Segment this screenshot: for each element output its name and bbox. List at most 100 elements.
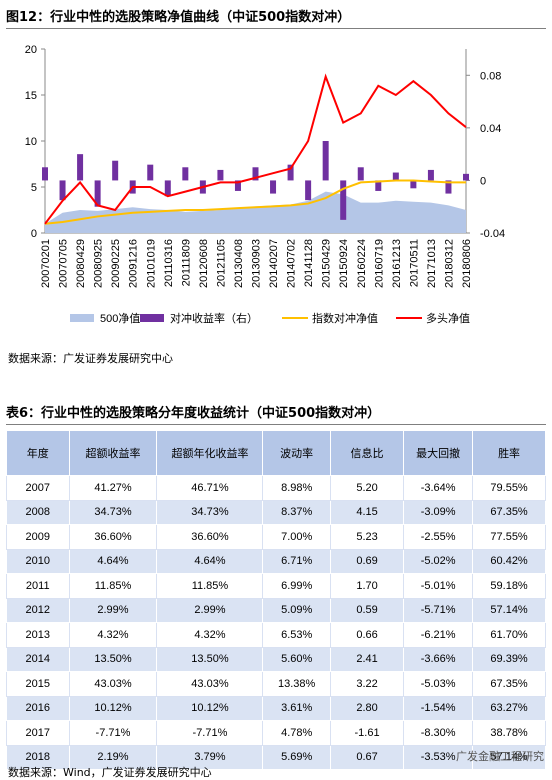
table-cell: 2.80 [329, 695, 405, 721]
line [44, 179, 466, 225]
table-cell: 2017 [6, 720, 70, 746]
bar [252, 167, 259, 181]
bar [463, 173, 469, 181]
table-cell: 46.71% [156, 475, 264, 501]
bar [234, 180, 241, 191]
y2-tick-label: 0.04 [480, 123, 501, 135]
y-tick-label: 10 [25, 136, 37, 148]
table-cell: 11.85% [156, 573, 264, 599]
table-cell: -1.61 [329, 720, 405, 746]
y-tick-label: 0 [31, 228, 37, 240]
x-tick-label: 20160224 [356, 239, 368, 288]
table-cell: 67.35% [472, 671, 546, 697]
bar [217, 169, 224, 181]
x-tick-label: 20070705 [58, 239, 70, 288]
table-cell: 5.20 [329, 475, 405, 501]
bar [42, 167, 48, 181]
table-title: 表6：行业中性的选股策略分年度收益统计（中证500指数对冲） [6, 402, 546, 425]
y2-tick-label: 0 [480, 175, 486, 187]
x-tick-label: 20080429 [75, 239, 87, 288]
table-row: 2016 10.12% 10.12% 3.61% 2.80 -1.54% 63.27% [6, 695, 546, 721]
header-row: 年度 超额收益率 超额年化收益率 波动率 信息比 最大回撤 胜率 [6, 430, 546, 476]
table-cell: 2011 [6, 573, 70, 599]
table-cell: -8.30% [403, 720, 474, 746]
bar [340, 180, 347, 220]
table-cell: 6.99% [262, 573, 331, 599]
x-tick-label: 20180312 [443, 239, 455, 288]
table-cell: 2012 [6, 597, 70, 623]
table-cell: -3.09% [403, 499, 474, 525]
bar [77, 154, 84, 181]
table-row: 2012 2.99% 2.99% 5.09% 0.59 -5.71% 57.14% [6, 597, 546, 623]
table-cell: 2.99% [156, 597, 264, 623]
y2-tick-label: -0.04 [480, 228, 505, 240]
table-cell: 57.14% [472, 744, 546, 770]
table-row: 2008 34.73% 34.73% 8.37% 4.15 -3.09% 67.35% [6, 499, 546, 525]
bar [357, 167, 364, 181]
table-cell: 60.42% [472, 548, 546, 574]
table-cell: 8.37% [262, 499, 331, 525]
table-cell: 5.23 [329, 524, 405, 550]
table-source: 数据来源：Wind，广发证券发展研究中心 [8, 766, 212, 779]
bar [305, 180, 312, 201]
table-row: 2017 -7.71% -7.71% 4.78% -1.61 -8.30% 38.78% [6, 720, 546, 746]
column-header: 超额收益率 [68, 430, 158, 476]
x-tick-label: 20170511 [408, 239, 420, 287]
x-tick-label: 20120608 [198, 239, 210, 288]
area [45, 191, 466, 233]
table-cell: 5.09% [262, 597, 331, 623]
bar [375, 180, 382, 191]
table-cell: 0.67 [329, 744, 405, 770]
table-cell: -1.54% [403, 695, 474, 721]
bar [112, 160, 119, 181]
table-cell: 63.27% [472, 695, 546, 721]
line [44, 73, 467, 225]
x-tick-label: 20150924 [338, 239, 350, 288]
table-cell: 41.27% [68, 475, 158, 501]
table-cell: 1.70 [329, 573, 405, 599]
table-cell: 2.19% [68, 744, 158, 770]
chart: 0 5 10 15 20 -0.04 0 0.04 0.08 20070201 20070705 20… [25, 44, 505, 325]
x-tick-label: 20111809 [180, 239, 192, 286]
x-tick-label: 20090225 [110, 239, 122, 288]
x-tick-label: 20141128 [303, 239, 315, 287]
bar [427, 169, 434, 181]
table-cell: 2016 [6, 695, 70, 721]
table-cell: 2.41 [329, 646, 405, 672]
bar [164, 180, 171, 197]
table-cell: -6.21% [403, 622, 474, 648]
table-cell: -2.55% [403, 524, 474, 550]
table-cell: -7.71% [156, 720, 264, 746]
table-cell: 36.60% [156, 524, 264, 550]
x-tick-label: 20130408 [233, 239, 245, 288]
bar [147, 164, 154, 181]
legend-label: 指数对冲净值 [312, 311, 378, 325]
table-cell: 61.70% [472, 622, 546, 648]
y2-tick-label: 0.08 [480, 70, 501, 82]
x-tick-label: 20140207 [268, 239, 280, 288]
table-row: 2007 41.27% 46.71% 8.98% 5.20 -3.64% 79.55% [6, 475, 546, 501]
x-tick-label: 20180806 [461, 239, 473, 288]
x-tick-label: 20101019 [145, 239, 157, 288]
y-tick-label: 5 [31, 182, 37, 194]
table-cell: 11.85% [68, 573, 158, 599]
table-cell: 0.59 [329, 597, 405, 623]
table-cell: -3.66% [403, 646, 474, 672]
table-cell: 13.38% [262, 671, 331, 697]
table-cell: 7.00% [262, 524, 331, 550]
table-row: 2018 2.19% 3.79% 5.69% 0.67 -3.53% 57.14% [6, 744, 546, 770]
x-tick-label: 20160719 [373, 239, 385, 288]
table-cell: 2007 [6, 475, 70, 501]
table-cell: 2015 [6, 671, 70, 697]
x-tick-label: 20121105 [215, 239, 227, 287]
x-tick-label: 20150429 [321, 239, 333, 288]
stats-table: 年度 超额收益率 超额年化收益率 波动率 信息比 最大回撤 胜率 2007 41.27% 46.7… [6, 430, 546, 770]
table-cell: -3.64% [403, 475, 474, 501]
table-cell: 10.12% [68, 695, 158, 721]
table-cell: 79.55% [472, 475, 546, 501]
column-header: 年度 [6, 430, 70, 476]
table-cell: 34.73% [156, 499, 264, 525]
bar [182, 167, 189, 181]
column-header: 胜率 [472, 430, 546, 476]
legend-label: 500净值 [100, 311, 140, 325]
